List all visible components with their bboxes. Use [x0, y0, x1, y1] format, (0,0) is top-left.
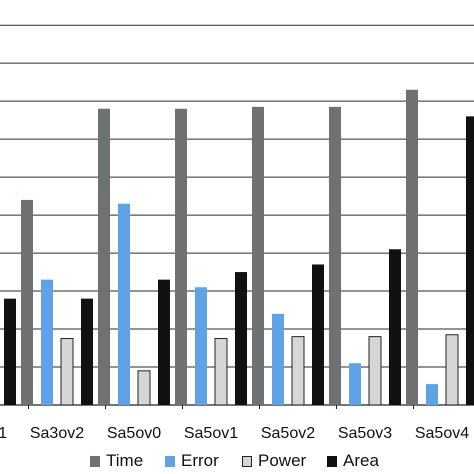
bar-error-sa5ov4 — [426, 384, 438, 405]
x-tick-label: Sa5ov2 — [261, 425, 315, 442]
bar-power-sa5ov4 — [445, 334, 459, 406]
legend-item-area: Area — [327, 451, 379, 471]
bar-area-sa5ov4 — [466, 116, 474, 405]
bar-error-sa5ov3 — [349, 363, 361, 405]
legend-swatch-time — [90, 455, 100, 467]
bar-power-sa3ov2 — [60, 338, 74, 406]
legend-swatch-error — [165, 455, 175, 467]
legend-item-time: Time — [90, 451, 143, 471]
bar-time-sa5ov3 — [329, 106, 341, 406]
legend-label-time: Time — [106, 451, 144, 470]
bar-area-sa5ov2 — [312, 264, 324, 405]
bar-area-sa5ov1 — [235, 272, 247, 405]
bar-time-sa5ov2 — [252, 106, 264, 406]
legend-label-error: Error — [181, 451, 219, 470]
x-tick-label: Sa5ov4 — [415, 425, 469, 442]
bar-time-sa5ov1 — [175, 108, 187, 405]
bar-time-sa5ov4 — [406, 89, 418, 405]
bar-power-sa5ov3 — [368, 336, 382, 406]
bar-area-sa3ov1 — [4, 298, 16, 405]
legend: Time Error Power Area — [0, 448, 474, 472]
gridlines — [0, 24, 474, 409]
bar-power-sa5ov1 — [214, 338, 228, 406]
x-tick-label: Sa5ov3 — [338, 425, 392, 442]
x-tick-label: Sa3ov2 — [30, 425, 84, 442]
legend-swatch-area — [327, 455, 337, 467]
bar-area-sa3ov2 — [81, 298, 93, 405]
x-tick-label: Sa5ov0 — [107, 425, 161, 442]
legend-swatch-power — [242, 455, 252, 467]
bar-time-sa5ov0 — [98, 108, 110, 405]
legend-label-power: Power — [258, 451, 307, 470]
legend-label-area: Area — [343, 451, 379, 470]
bar-area-sa5ov3 — [389, 249, 401, 405]
legend-item-error: Error — [165, 451, 219, 471]
bar-error-sa5ov2 — [272, 313, 284, 405]
bars — [4, 89, 474, 406]
x-tick-label: Sa5ov1 — [184, 425, 238, 442]
x-tick-labels: Sa3ov1 Sa3ov2 Sa5ov0 Sa5ov1 Sa5ov2 Sa5ov3 Sa5o… — [0, 425, 469, 442]
bar-time-sa3ov2 — [21, 199, 33, 405]
bar-error-sa3ov2 — [41, 279, 53, 405]
bar-power-sa5ov0 — [137, 370, 151, 406]
bar-error-sa5ov0 — [118, 203, 130, 405]
x-tick-label: Sa3ov1 — [0, 425, 7, 442]
legend-item-power: Power — [242, 451, 306, 471]
bar-error-sa5ov1 — [195, 287, 207, 405]
bar-area-sa5ov0 — [158, 279, 170, 405]
bar-power-sa5ov2 — [291, 336, 305, 406]
